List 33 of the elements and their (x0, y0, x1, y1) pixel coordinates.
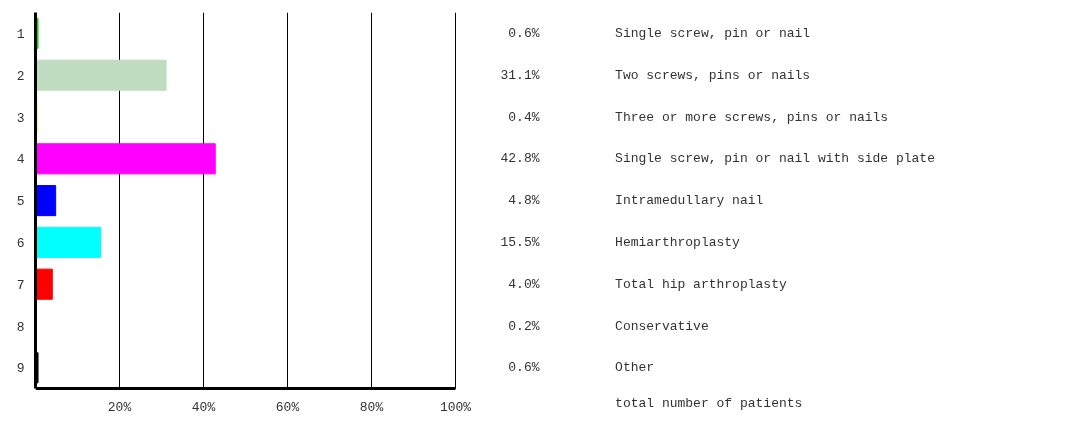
y-tick-label: 3 (16, 110, 25, 126)
y-tick-label: 8 (16, 319, 25, 335)
text: Conservative (615, 318, 709, 334)
data-label: 42.8% (500, 151, 540, 167)
x-tick-label: 20% (107, 399, 132, 415)
text: Single screw, pin or nail (615, 25, 811, 41)
x-tick-label: 100% (439, 399, 472, 415)
x-tick-label: 80% (359, 399, 384, 415)
y-tick-label: 7 (16, 277, 25, 293)
data-label: 0.6% (508, 25, 540, 41)
x-tick-label: 60% (275, 399, 300, 415)
text: Single screw, pin or nail with side plate (615, 151, 935, 167)
text: Total hip arthroplasty (615, 276, 787, 292)
text: Three or more screws, pins or nails (615, 109, 889, 125)
text: Two screws, pins or nails (615, 67, 811, 83)
text: total number of patients (615, 395, 803, 411)
data-label: 31.1% (500, 67, 540, 83)
y-tick-label: 1 (16, 26, 25, 42)
text: Hemiarthroplasty (615, 234, 741, 250)
y-tick-label: 5 (16, 194, 25, 210)
data-label: 0.2% (508, 318, 540, 334)
data-label: 4.0% (508, 276, 540, 292)
data-label: 0.4% (508, 109, 540, 125)
data-label: 4.8% (508, 193, 540, 209)
y-tick-label: 9 (16, 361, 25, 377)
text: Intramedullary nail (615, 193, 764, 209)
text: Other (615, 360, 655, 376)
y-tick-label: 2 (16, 68, 25, 84)
data-label: 0.6% (508, 360, 540, 376)
x-tick-label: 40% (191, 399, 216, 415)
data-label: 15.5% (500, 234, 540, 250)
y-tick-label: 4 (16, 152, 25, 168)
y-tick-label: 6 (16, 235, 25, 251)
